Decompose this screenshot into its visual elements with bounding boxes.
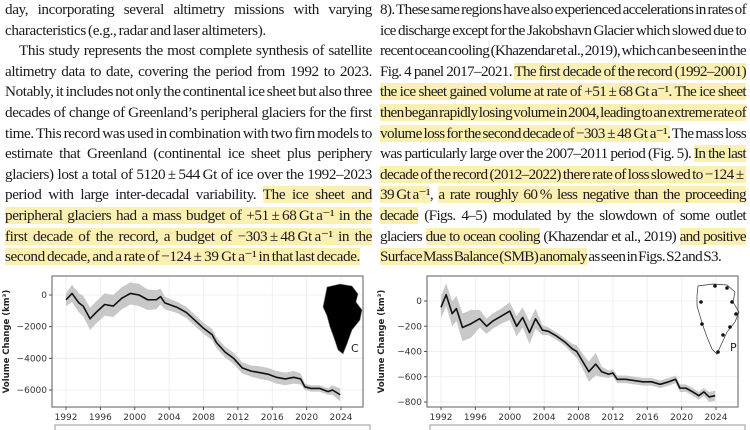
x-tick-label: 2000 [123, 413, 146, 423]
x-tick-label: 2012 [226, 413, 249, 423]
greenland-ice-sheet-shape [322, 283, 363, 355]
uncertainty-band [66, 282, 341, 402]
panel-label: P [730, 341, 737, 354]
peripheral-glacier-mark [700, 322, 704, 326]
chart-continental-ice-sheet: C 1992 1996 2000 2004 2008 2012 2016 2020 2024 0 −2… [2, 275, 371, 430]
x-tick-label: 2008 [192, 413, 215, 423]
x-tick-label: 2016 [636, 413, 659, 423]
x-tick-label: 2012 [601, 413, 624, 423]
next-panel-frame [429, 424, 746, 430]
greenland-outline-shape [696, 283, 740, 355]
next-panel-frame [54, 424, 371, 430]
peripheral-glacier-mark [725, 286, 729, 290]
highlighted-text: due to ocean cooling [425, 227, 540, 245]
x-tick-label: 2004 [533, 413, 556, 423]
y-tick-label: −200 [397, 322, 422, 332]
x-tick-label: 1996 [89, 413, 112, 423]
uncertainty-band [441, 283, 716, 402]
x-tick-label: 2020 [670, 413, 693, 423]
text-segment: , [429, 186, 439, 204]
text-segment: (Khazendar et al., 2019) [539, 227, 680, 245]
text-segment: (Figs. 4–5) modu­lated by the slowdown o… [380, 206, 747, 245]
y-tick-label: −800 [397, 398, 422, 408]
peripheral-glacier-mark [716, 350, 720, 354]
text-segment: The mass loss was particularly large ove… [380, 124, 747, 163]
x-tick-label: 2024 [330, 413, 353, 423]
plot-frame [51, 275, 364, 408]
paragraph: This study represents the most complete … [5, 41, 372, 268]
y-tick-label: 0 [416, 297, 422, 307]
text-segment: 8). These same regions have also experie… [380, 1, 747, 80]
x-tick-label: 1992 [430, 413, 453, 423]
peripheral-glacier-mark [721, 333, 725, 337]
peripheral-glacier-mark [734, 312, 738, 316]
volume-change-line [440, 293, 716, 398]
y-tick-label: −400 [397, 348, 422, 358]
y-tick-label: −6000 [17, 386, 48, 396]
volume-change-line [65, 292, 341, 396]
y-tick-label: 0 [41, 291, 47, 301]
paragraph: day, incorporating several altimetry mis… [5, 0, 372, 41]
peripheral-glacier-mark [730, 300, 734, 304]
peripheral-glacier-mark [713, 284, 717, 288]
y-tick-label: −4000 [17, 354, 48, 364]
greenland-inset-map [696, 283, 740, 355]
x-tick-label: 2000 [498, 413, 521, 423]
y-tick-label: −2000 [17, 323, 48, 333]
text-segment: This study represents the most complete … [5, 42, 372, 204]
peripheral-glacier-mark [728, 325, 732, 329]
x-tick-label: 2020 [295, 413, 318, 423]
chart-peripheral-glaciers: P 1992 1996 2000 2004 2008 2012 2016 2020 2024 0 −2… [377, 275, 746, 430]
peripheral-glacier-mark [699, 300, 703, 304]
y-axis-label: Volume Change (km³) [377, 290, 387, 394]
y-axis-label: Volume Change (km³) [2, 290, 12, 394]
left-text-column: day, incorporating several altimetry mis… [5, 0, 372, 268]
text-segment: day, incorporating several altimetry mis… [5, 1, 372, 39]
x-tick-label: 2004 [158, 413, 181, 423]
x-tick-label: 2008 [567, 413, 590, 423]
right-text-column: 8). These same regions have also experie… [380, 0, 747, 268]
x-tick-label: 2016 [261, 413, 284, 423]
greenland-inset-map [322, 283, 363, 355]
paragraph: 8). These same regions have also experie… [380, 0, 747, 268]
x-tick-label: 1992 [55, 413, 78, 423]
text-segment: as seen in Figs. S2 and S3. [587, 248, 722, 266]
y-tick-label: −600 [397, 373, 422, 383]
x-tick-label: 1996 [464, 413, 487, 423]
plot-frame [426, 275, 739, 408]
panel-label: C [351, 342, 359, 355]
x-tick-label: 2024 [705, 413, 728, 423]
